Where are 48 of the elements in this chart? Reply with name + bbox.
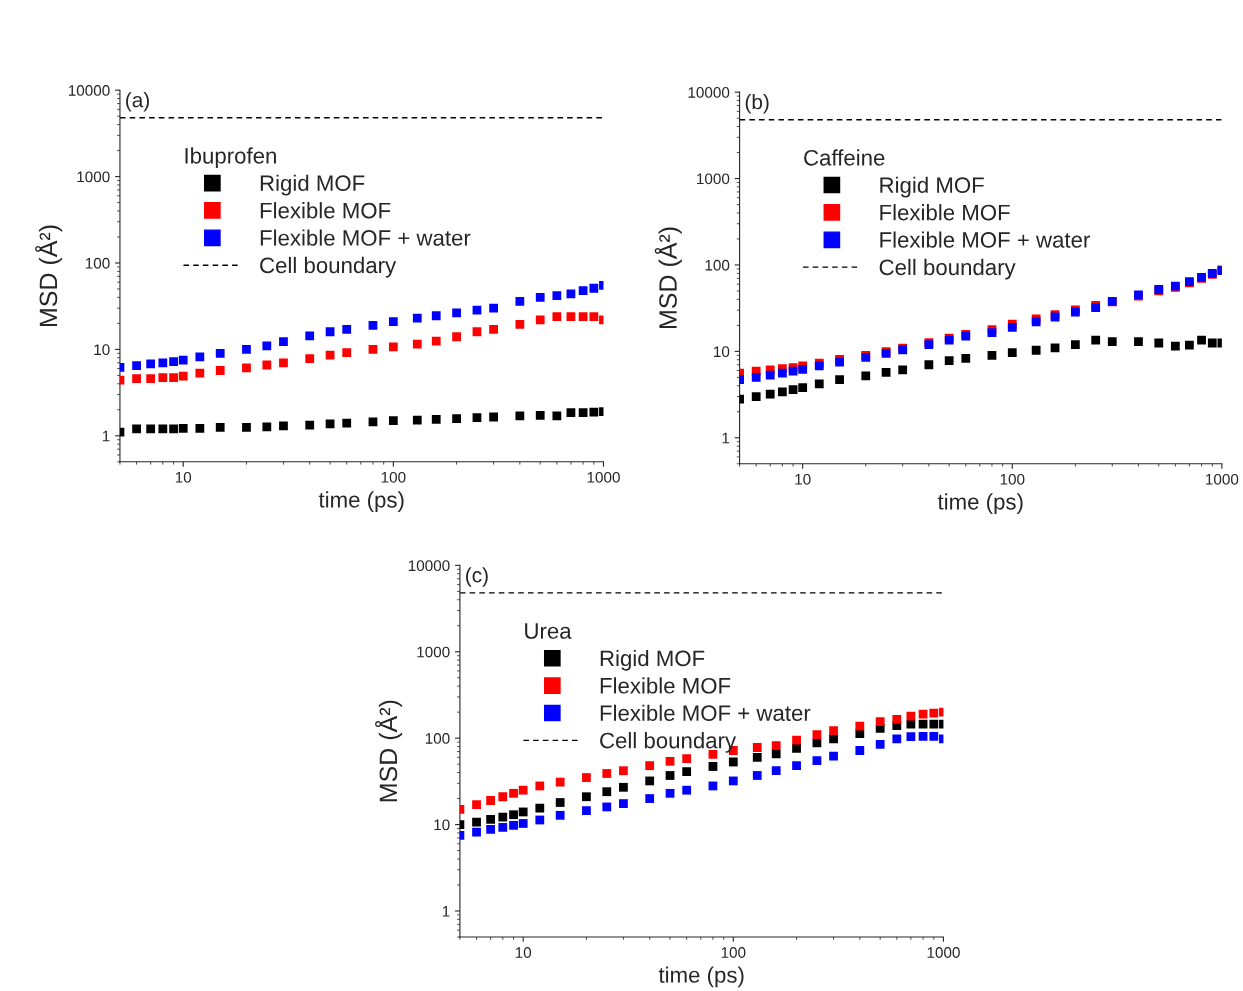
y-tick-label: 1000 bbox=[77, 171, 110, 183]
y-tick-label: 10 bbox=[94, 344, 110, 356]
y-tick-label: 1000 bbox=[417, 646, 450, 658]
y-tick-label: 100 bbox=[705, 259, 730, 271]
y-tick-label: 1 bbox=[442, 906, 450, 917]
legend-label: Flexible MOF + water bbox=[880, 231, 1090, 248]
x-tick-label: 10 bbox=[175, 471, 192, 483]
x-tick-label: 10 bbox=[515, 947, 532, 958]
y-axis-title: MSD (Å²) bbox=[35, 225, 63, 327]
y-tick-label: 10000 bbox=[688, 87, 730, 98]
legend-label: Flexible MOF bbox=[880, 204, 1010, 221]
x-tick-label: 1000 bbox=[927, 947, 960, 958]
legend-title: Urea bbox=[525, 623, 572, 639]
y-axis-title: MSD (Å²) bbox=[375, 700, 403, 802]
x-tick-label: 1000 bbox=[1206, 473, 1239, 485]
annotation: (c) bbox=[466, 567, 488, 587]
legend-label: Flexible MOF + water bbox=[600, 704, 811, 721]
annotation: (b) bbox=[745, 94, 769, 114]
x-tick-label: 100 bbox=[721, 947, 746, 958]
legend-title: Ibuprofen bbox=[185, 147, 276, 169]
legend-label: Flexible MOF bbox=[260, 202, 391, 219]
legend-label: Rigid MOF bbox=[260, 174, 365, 196]
y-tick-label: 10000 bbox=[408, 560, 450, 572]
legend-title: Caffeine bbox=[804, 149, 885, 166]
x-axis-title: time (ps) bbox=[658, 966, 744, 988]
x-tick-label: 100 bbox=[381, 471, 406, 483]
y-tick-label: 100 bbox=[85, 257, 110, 269]
legend-label: Cell boundary bbox=[600, 732, 737, 753]
x-tick-label: 100 bbox=[1000, 473, 1025, 485]
x-axis-title: time (ps) bbox=[318, 491, 404, 513]
y-tick-label: 1000 bbox=[697, 173, 730, 185]
y-tick-label: 10 bbox=[434, 819, 450, 831]
legend-label: Cell boundary bbox=[260, 256, 397, 278]
y-tick-label: 10 bbox=[714, 346, 730, 358]
legend-label: Rigid MOF bbox=[880, 176, 984, 198]
legend-label: Flexible MOF bbox=[600, 677, 731, 694]
legend-label: Rigid MOF bbox=[600, 649, 705, 671]
legend-label: Flexible MOF + water bbox=[260, 229, 471, 246]
y-tick-label: 1 bbox=[722, 432, 730, 444]
x-axis-title: time (ps) bbox=[937, 493, 1023, 515]
y-tick-label: 10000 bbox=[68, 85, 110, 96]
legend-label: Cell boundary bbox=[879, 258, 1016, 280]
x-tick-label: 1000 bbox=[587, 471, 620, 483]
x-tick-label: 10 bbox=[795, 473, 811, 485]
annotation: (a) bbox=[126, 92, 149, 112]
y-tick-label: 1 bbox=[102, 430, 110, 442]
y-tick-label: 100 bbox=[425, 733, 450, 744]
y-axis-title: MSD (Å²) bbox=[654, 227, 682, 328]
